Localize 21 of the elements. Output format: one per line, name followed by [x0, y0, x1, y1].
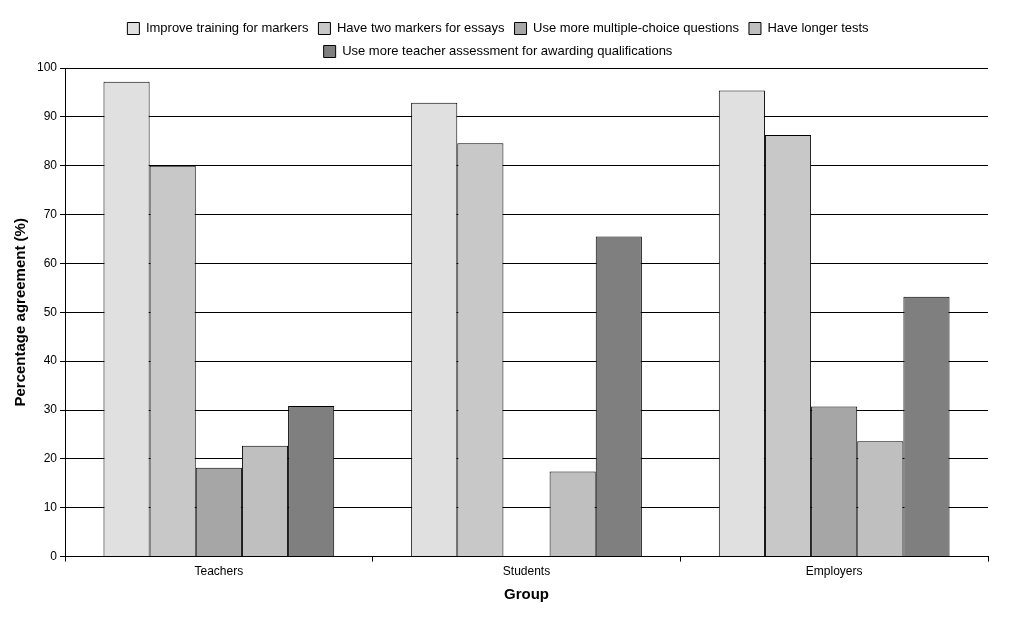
legend-label: Use more multiple-choice questions — [533, 20, 740, 36]
y-tick-label: 50 — [43, 304, 58, 319]
y-tick-label: 10 — [43, 500, 58, 515]
y-tick-label: 60 — [43, 255, 58, 270]
x-tick-label: Teachers — [194, 564, 244, 579]
y-tick-label: 40 — [43, 353, 58, 368]
y-tick-label: 30 — [43, 402, 58, 417]
y-tick-label: 100 — [36, 60, 58, 75]
legend-label: Have longer tests — [767, 20, 870, 36]
y-tick-label: 70 — [43, 206, 58, 221]
x-tick-label: Students — [502, 564, 551, 579]
x-axis-title: Group — [504, 585, 550, 603]
legend-label: Improve training for markers — [145, 20, 309, 36]
y-tick-label: 0 — [50, 548, 58, 563]
y-tick-label: 20 — [43, 451, 58, 466]
x-tick-label: Employers — [805, 564, 863, 579]
legend-label: Have two markers for essays — [336, 20, 506, 36]
y-tick-label: 80 — [43, 158, 58, 173]
legend-label: Use more teacher assessment for awarding qualifications — [342, 43, 673, 59]
y-axis-title: Percentage agreement (%) — [11, 218, 29, 407]
y-tick-label: 90 — [43, 109, 58, 124]
